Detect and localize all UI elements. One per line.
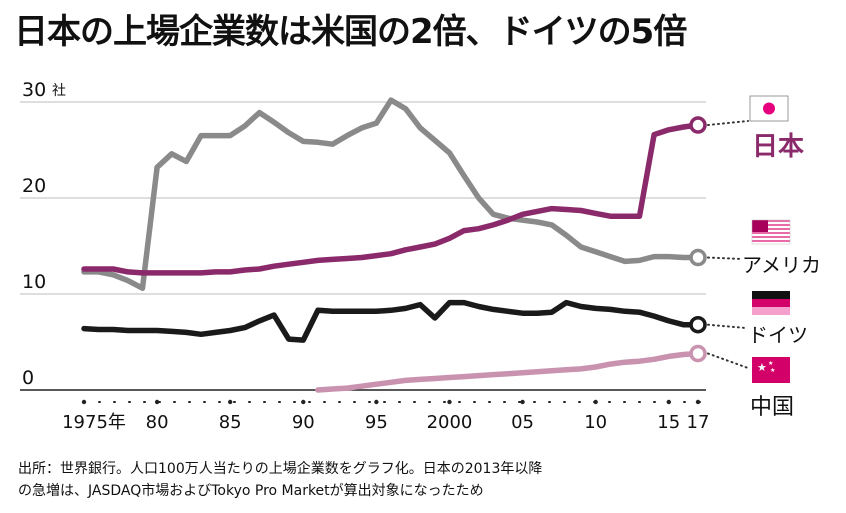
x-tick-mark	[695, 399, 701, 405]
y-unit-label: 社	[52, 83, 66, 99]
source-note-line-2: の急増は、JASDAQ市場およびTokyo Pro Marketが算出対象になっ…	[18, 483, 484, 499]
x-tick-label: 2000	[427, 412, 473, 433]
x-tick-mark	[447, 399, 452, 405]
series-end-marker	[689, 248, 707, 267]
series	[81, 97, 749, 393]
series-line-0	[81, 97, 701, 291]
y-tick-label: 30	[22, 79, 46, 101]
legend-label-germany: ドイツ	[748, 323, 808, 347]
x-tick-label: 85	[219, 412, 242, 433]
axes: 0 10 20 30 社 1975年 80 85 90 95 2000 05 10 15 17	[22, 79, 709, 433]
x-tick-label: 80	[146, 412, 169, 433]
x-tick-label: 10	[584, 412, 607, 433]
leader-line	[707, 352, 749, 369]
leader-line	[707, 323, 747, 329]
series-end-marker	[689, 344, 707, 363]
series-line-3	[315, 350, 701, 393]
y-tick-label: 20	[22, 175, 46, 197]
series-end-marker	[689, 315, 707, 334]
y-tick-label: 0	[22, 367, 34, 389]
x-tick-mark	[666, 399, 671, 405]
svg-text:★: ★	[768, 360, 773, 367]
x-tick-label: 90	[292, 412, 315, 433]
leader-line	[707, 120, 749, 127]
x-tick-label: 15	[657, 412, 680, 433]
legend: 日本 アメリカ ドイツ ★ ★ ★ 中国	[742, 95, 821, 420]
x-tick-mark	[520, 399, 525, 405]
source-note-line-1: 出所：世界銀行。人口100万人当たりの上場企業数をグラフ化。日本の2013年以降	[18, 461, 543, 477]
series-end-marker	[689, 116, 707, 134]
usa-flag-icon	[751, 219, 791, 245]
legend-label-japan: 日本	[752, 132, 804, 162]
svg-text:★: ★	[770, 367, 775, 374]
series-line-1	[81, 122, 701, 276]
x-tick-mark	[301, 399, 306, 405]
y-tick-label: 10	[22, 271, 46, 293]
x-tick-label: 95	[365, 412, 388, 433]
germany-flag-icon	[752, 291, 790, 315]
china-flag-icon: ★ ★ ★	[752, 357, 790, 383]
x-tick-label: 17	[687, 412, 710, 433]
x-tick-label: 05	[511, 412, 534, 433]
svg-text:★: ★	[757, 361, 767, 374]
x-tick-mark	[593, 399, 598, 405]
x-tick-mark	[81, 399, 87, 405]
x-tick-mark	[374, 399, 379, 405]
series-line-2	[81, 299, 701, 343]
japan-flag-icon	[749, 95, 789, 122]
x-tick-label: 1975年	[62, 412, 126, 433]
grid	[20, 101, 706, 391]
chart-title: 日本の上場企業数は米国の2倍、ドイツの5倍	[14, 12, 687, 52]
x-tick-mark	[154, 399, 160, 405]
x-tick-mark	[227, 399, 233, 405]
legend-label-usa: アメリカ	[742, 253, 821, 277]
leader-line	[707, 256, 743, 260]
legend-label-china: 中国	[750, 395, 794, 420]
